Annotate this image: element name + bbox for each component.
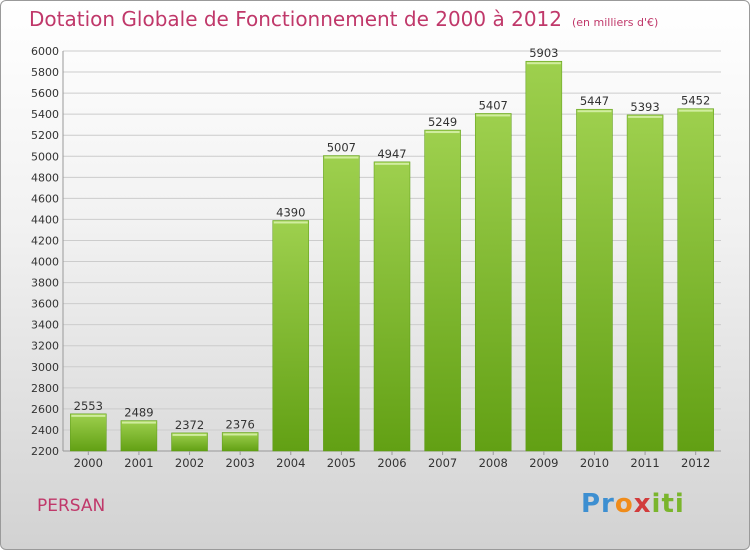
bar-highlight xyxy=(577,110,612,113)
bar-highlight xyxy=(375,162,409,165)
y-tick-label: 4000 xyxy=(31,256,59,269)
bar-highlight xyxy=(628,115,663,118)
bar-highlight xyxy=(223,433,258,436)
bar xyxy=(323,155,360,452)
y-tick-label: 2200 xyxy=(31,445,59,458)
data-label: 5249 xyxy=(428,115,457,129)
data-label: 5407 xyxy=(479,98,508,112)
data-label: 4947 xyxy=(377,147,406,161)
bar-highlight xyxy=(476,114,511,117)
title-text: Dotation Globale de Fonctionnement de 20… xyxy=(29,7,562,31)
bar-highlight xyxy=(71,414,106,417)
x-tick-label: 2008 xyxy=(479,456,508,470)
bar xyxy=(272,220,310,452)
x-tick-label: 2001 xyxy=(124,456,153,470)
bar xyxy=(373,161,411,452)
logo-part-2: o xyxy=(614,489,634,519)
x-tick-label: 2009 xyxy=(529,456,558,470)
y-tick-label: 3200 xyxy=(31,340,59,353)
y-tick-label: 6000 xyxy=(31,45,59,58)
bar-highlight xyxy=(678,109,713,112)
y-tick-label: 4200 xyxy=(31,234,59,247)
unit-label: (en milliers d'€) xyxy=(572,16,659,29)
y-tick-label: 2400 xyxy=(31,424,59,437)
x-tick-label: 2007 xyxy=(428,456,457,470)
y-tick-label: 2600 xyxy=(31,403,59,416)
town-name: PERSAN xyxy=(37,496,106,516)
y-tick-label: 2800 xyxy=(31,382,59,395)
x-tick-label: 2011 xyxy=(630,456,659,470)
bar-highlight xyxy=(526,62,561,65)
y-tick-label: 5800 xyxy=(31,66,59,79)
y-tick-label: 5000 xyxy=(31,150,59,163)
y-tick-label: 5600 xyxy=(31,87,59,100)
bar-highlight xyxy=(172,433,207,436)
bar-highlight xyxy=(121,421,156,424)
proxiti-logo[interactable]: Proxiti xyxy=(581,489,685,519)
y-tick-label: 5400 xyxy=(31,108,59,121)
data-label: 5393 xyxy=(630,100,659,114)
data-label: 2376 xyxy=(226,417,255,431)
x-tick-label: 2003 xyxy=(226,456,255,470)
x-tick-label: 2005 xyxy=(327,456,356,470)
y-tick-label: 5200 xyxy=(31,129,59,142)
bar xyxy=(525,60,563,452)
bar xyxy=(626,114,664,452)
y-tick-label: 3000 xyxy=(31,361,59,374)
x-tick-label: 2006 xyxy=(377,456,406,470)
bar xyxy=(576,108,613,452)
y-tick-label: 4800 xyxy=(31,171,59,184)
bar xyxy=(424,129,461,452)
bar-highlight xyxy=(425,131,460,134)
bar xyxy=(120,420,158,452)
x-tick-label: 2012 xyxy=(681,456,710,470)
data-label: 2553 xyxy=(74,399,103,413)
data-label: 5007 xyxy=(327,141,356,155)
x-tick-label: 2002 xyxy=(175,456,204,470)
bar-highlight xyxy=(273,221,308,224)
logo-part-4: iti xyxy=(651,489,685,519)
y-tick-label: 3800 xyxy=(31,277,59,290)
y-tick-label: 3600 xyxy=(31,298,59,311)
chart-title: Dotation Globale de Fonctionnement de 20… xyxy=(29,7,658,31)
logo-part-3: x xyxy=(633,489,652,519)
data-label: 5452 xyxy=(681,94,710,108)
bar xyxy=(70,413,107,452)
data-label: 4390 xyxy=(276,205,305,219)
bar-highlight xyxy=(324,156,359,159)
x-tick-label: 2004 xyxy=(276,456,305,470)
data-label: 2489 xyxy=(124,406,153,420)
bar xyxy=(474,113,512,452)
data-label: 2372 xyxy=(175,418,204,432)
x-tick-label: 2010 xyxy=(580,456,609,470)
bar xyxy=(677,108,714,452)
y-tick-label: 4600 xyxy=(31,192,59,205)
x-tick-label: 2000 xyxy=(74,456,103,470)
logo-part-1: Pr xyxy=(581,489,615,519)
y-tick-label: 3400 xyxy=(31,319,59,332)
y-tick-label: 4400 xyxy=(31,213,59,226)
data-label: 5903 xyxy=(529,46,558,60)
data-label: 5447 xyxy=(580,94,609,108)
